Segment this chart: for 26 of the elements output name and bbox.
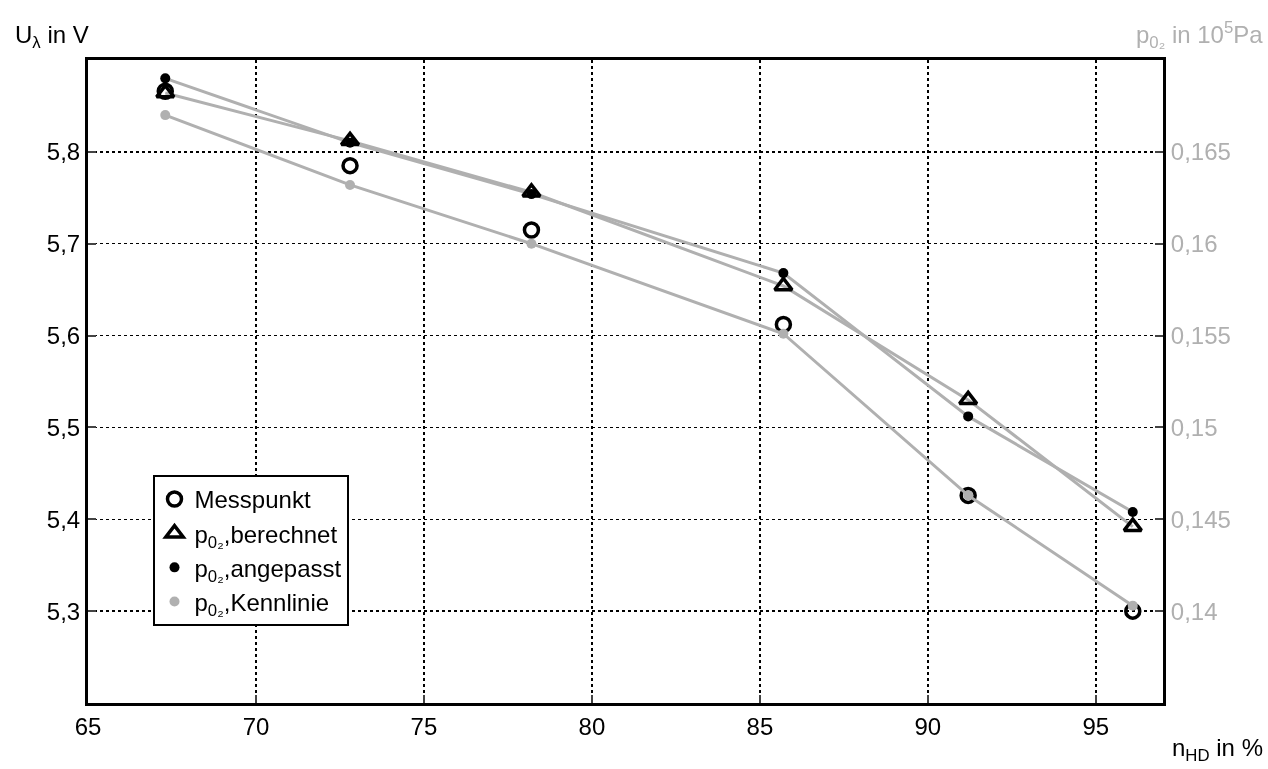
legend-label: p$_{0₂}$,Kennlinie — [194, 588, 330, 620]
x-tick-label: 85 — [746, 712, 774, 740]
y2-tick-label: 0,165 — [1170, 138, 1231, 166]
y2-tick-label: 0,145 — [1170, 505, 1231, 533]
y-tick-label: 5,7 — [46, 230, 81, 258]
legend-label: p$_{0₂}$,berechnet — [194, 520, 338, 552]
x-tick-label: 65 — [74, 712, 102, 740]
y2-axis-title: p$_{0₂}$ in 10$^{5}$Pa — [1136, 18, 1264, 53]
y2-tick-label: 0,155 — [1170, 321, 1231, 349]
y2-tick-label: 0,14 — [1170, 597, 1218, 625]
y2-tick-label: 0,15 — [1170, 413, 1218, 441]
legend-label: p$_{0₂}$,angepasst — [194, 554, 342, 586]
legend-label: Messpunkt — [194, 486, 311, 514]
y-tick-label: 5,5 — [46, 413, 81, 441]
y-axis-title: U$_{λ}$ in V — [15, 21, 89, 53]
x-tick-label: 90 — [914, 712, 942, 740]
y-tick-label: 5,6 — [46, 321, 81, 349]
y-tick-label: 5,8 — [46, 138, 81, 166]
y2-tick-label: 0,16 — [1170, 230, 1218, 258]
x-axis-title: n$_{HD}$ in % — [1172, 734, 1263, 766]
x-tick-label: 95 — [1082, 712, 1110, 740]
y-tick-label: 5,4 — [46, 505, 81, 533]
y-tick-label: 5,3 — [46, 597, 81, 625]
x-tick-label: 80 — [578, 712, 606, 740]
x-tick-label: 70 — [242, 712, 270, 740]
x-tick-label: 75 — [410, 712, 438, 740]
